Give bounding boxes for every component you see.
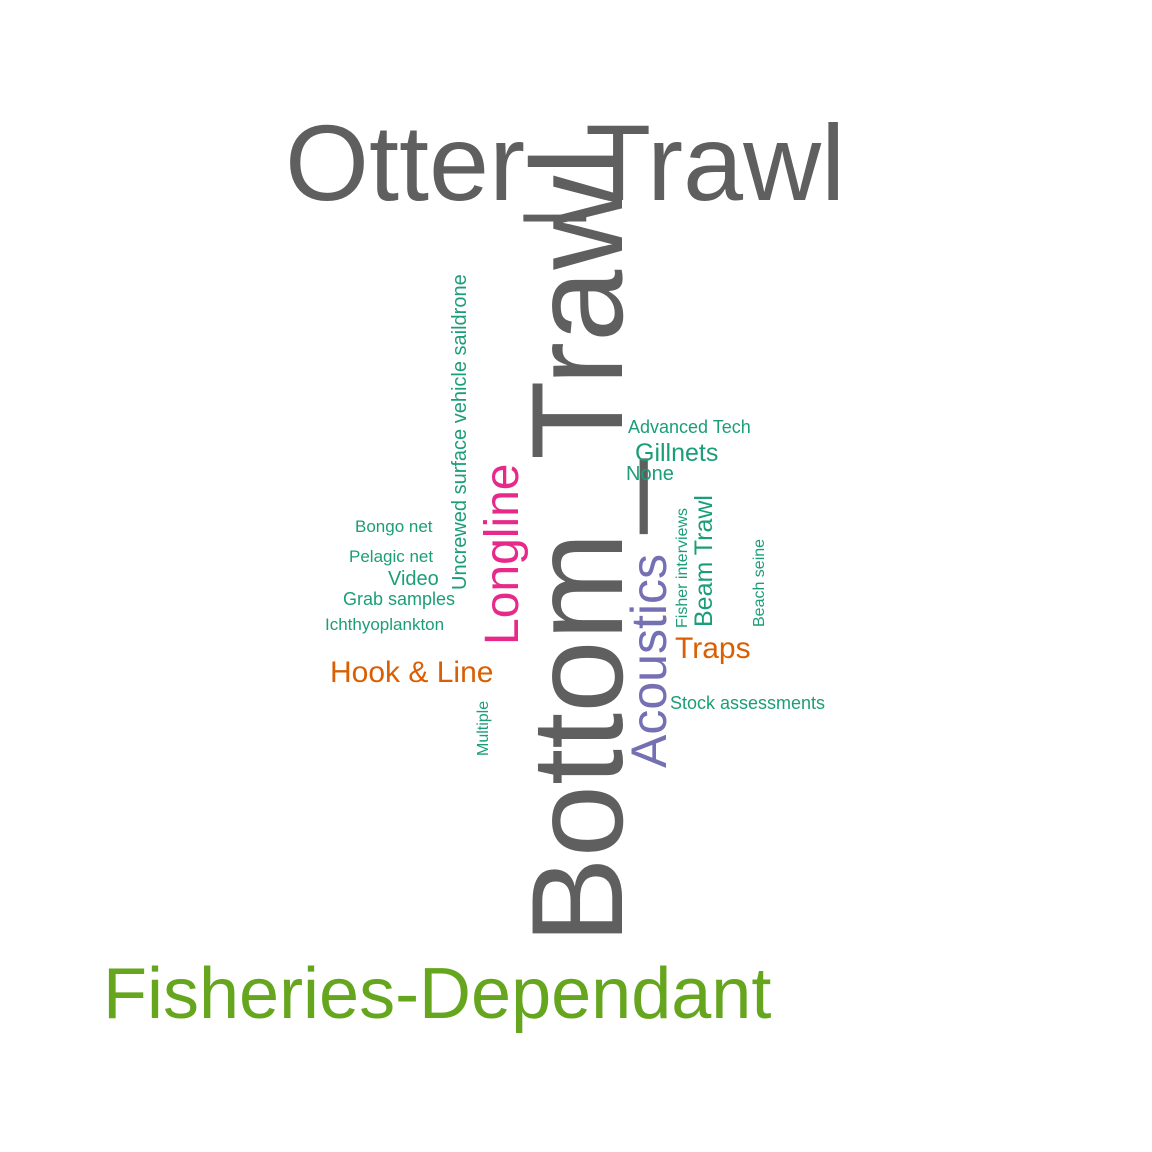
word-longline: Longline	[476, 464, 529, 646]
word-acoustics: Acoustics	[621, 554, 677, 768]
word-fisheries-dependant: Fisheries-Dependant	[103, 954, 771, 1034]
word-bottom-trawl: Bottom_Trawl	[504, 147, 650, 944]
word-hook-line: Hook & Line	[330, 656, 493, 689]
word-bongo-net: Bongo net	[355, 517, 433, 536]
word-ichthyoplankton: Ichthyoplankton	[325, 615, 444, 634]
word-otter-trawl: Otter_Trawl	[285, 102, 845, 223]
word-traps: Traps	[675, 632, 751, 665]
word-stock-assessments: Stock assessments	[670, 693, 825, 713]
word-advanced-tech: Advanced Tech	[628, 417, 751, 437]
word-none: None	[626, 463, 674, 485]
word-gillnets: Gillnets	[635, 439, 718, 467]
word-fisher-interviews: Fisher interviews	[674, 508, 691, 628]
word-beam-trawl: Beam Trawl	[690, 495, 718, 627]
word-pelagic-net: Pelagic net	[349, 547, 433, 566]
word-uncrewed-surface-vehicle-saildrone: Uncrewed surface vehicle saildrone	[449, 274, 471, 590]
word-beach-seine: Beach seine	[751, 539, 768, 627]
word-multiple: Multiple	[475, 701, 492, 756]
word-grab-samples: Grab samples	[343, 589, 455, 609]
word-video: Video	[388, 568, 439, 590]
